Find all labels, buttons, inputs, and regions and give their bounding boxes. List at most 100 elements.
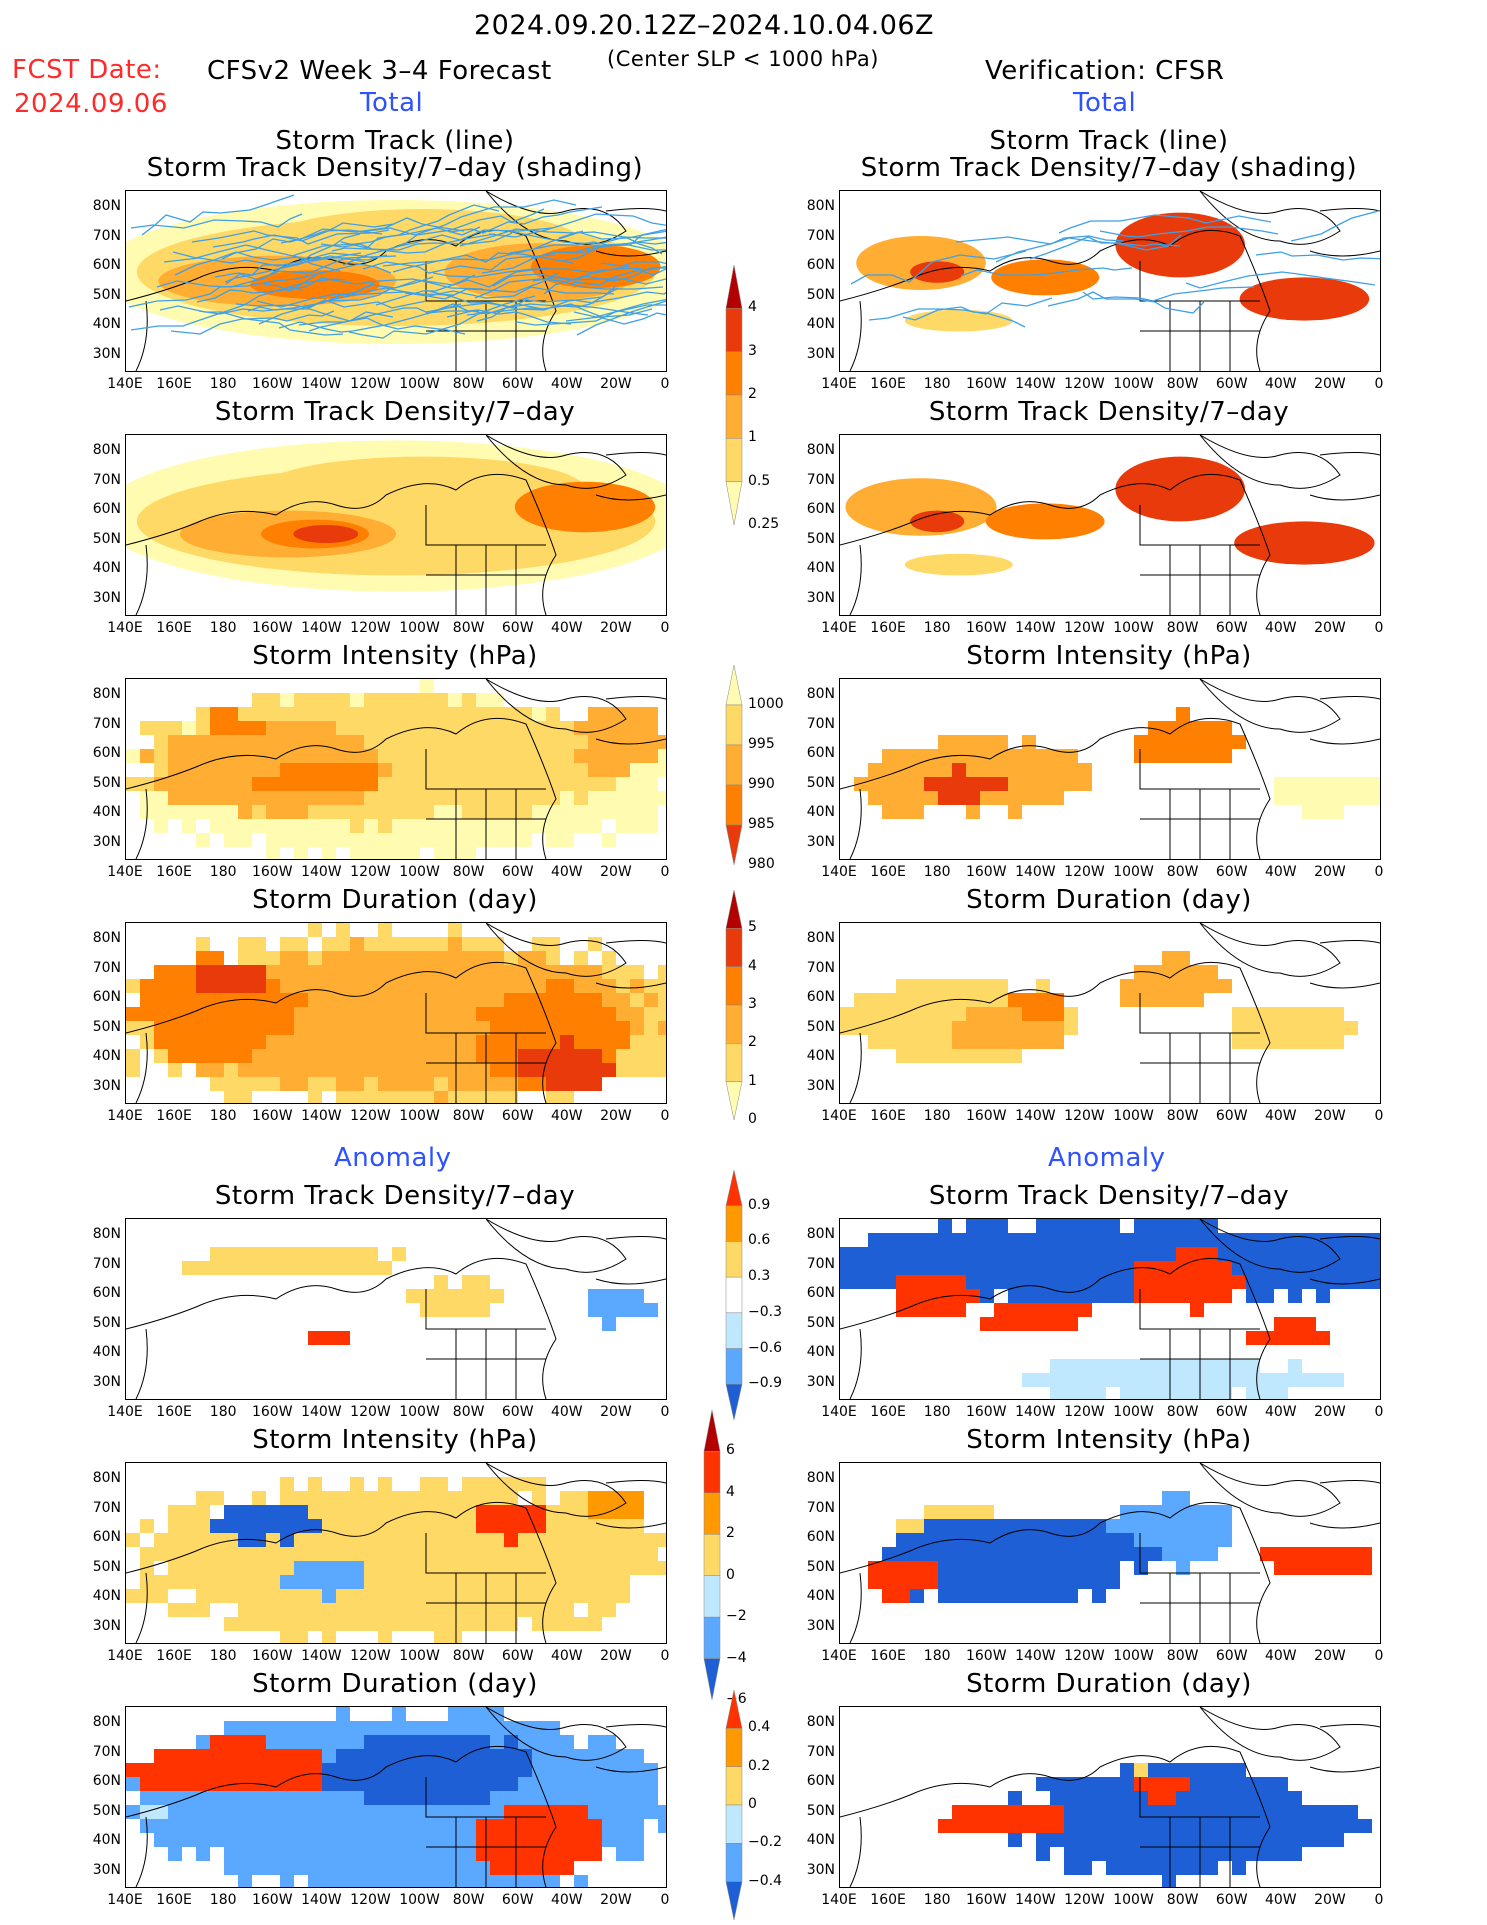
grid-cell <box>1274 1847 1288 1861</box>
grid-cell <box>182 1519 196 1533</box>
grid-cell <box>1036 1547 1050 1561</box>
grid-cell <box>1162 735 1176 749</box>
grid-cell <box>588 721 602 735</box>
grid-cell <box>504 1847 518 1861</box>
lat-tick-label: 40N <box>92 1588 121 1604</box>
grid-cell <box>882 791 896 805</box>
coast-line <box>425 1533 546 1574</box>
grid-cell <box>336 1561 350 1575</box>
storm-track <box>560 236 666 262</box>
grid-cell <box>266 763 280 777</box>
grid-cell <box>434 763 448 777</box>
grid-cell <box>532 1077 546 1091</box>
coast-line <box>126 473 557 615</box>
grid-cell <box>1190 1303 1204 1317</box>
coast-line <box>840 717 1271 859</box>
coast-line <box>485 1219 627 1273</box>
grid-cell <box>1134 1819 1148 1833</box>
grid-cell <box>266 1007 280 1021</box>
lon-tick-label: 80W <box>1166 620 1199 636</box>
grid-cell <box>938 1819 952 1833</box>
grid-cell <box>952 777 966 791</box>
grid-cell <box>560 1805 574 1819</box>
grid-cell <box>1134 1847 1148 1861</box>
grid-cell <box>224 777 238 791</box>
grid-cell <box>462 1289 476 1303</box>
grid-cell <box>1176 1833 1190 1847</box>
grid-cell <box>1050 1547 1064 1561</box>
grid-cell <box>168 1603 182 1617</box>
grid-cell <box>1064 1575 1078 1589</box>
grid-cell <box>378 1035 392 1049</box>
grid-cell <box>476 993 490 1007</box>
grid-cell <box>1218 1387 1232 1399</box>
lon-tick-label: 60W <box>501 1892 534 1908</box>
lon-tick-label: 180 <box>923 376 951 392</box>
colorbar-tick-label: 985 <box>748 816 775 832</box>
grid-cell <box>504 805 518 819</box>
grid-cell <box>462 1617 476 1631</box>
grid-cell <box>182 749 196 763</box>
grid-cell <box>224 1561 238 1575</box>
grid-cell <box>210 763 224 777</box>
grid-cell <box>546 993 560 1007</box>
grid-cell <box>252 763 266 777</box>
grid-cell <box>1050 1561 1064 1575</box>
grid-cell <box>336 819 350 833</box>
grid-cell <box>238 1777 252 1791</box>
grid-cell <box>560 805 574 819</box>
grid-cell <box>966 1575 980 1589</box>
grid-cell <box>238 1875 252 1887</box>
grid-cell <box>1204 1275 1218 1289</box>
grid-cell <box>560 979 574 993</box>
panel-title-track-shading: Storm Track Density/7–day (shading) <box>146 153 644 183</box>
grid-cell <box>658 1063 666 1077</box>
grid-cell <box>280 1603 294 1617</box>
grid-cell <box>1232 1275 1246 1289</box>
grid-cell <box>462 1063 476 1077</box>
grid-cell <box>1036 1777 1050 1791</box>
grid-cell <box>644 721 658 735</box>
grid-cell <box>1218 1777 1232 1791</box>
grid-cell <box>350 1735 364 1749</box>
grid-cell <box>196 805 210 819</box>
grid-cell <box>490 721 504 735</box>
storm-track <box>509 241 663 255</box>
grid-cell <box>154 763 168 777</box>
grid-cell <box>574 1077 588 1091</box>
grid-cell <box>896 1247 910 1261</box>
grid-cell <box>1302 1007 1316 1021</box>
grid-cell <box>392 791 406 805</box>
grid-cell <box>238 1735 252 1749</box>
storm-track <box>1255 251 1380 261</box>
grid-cell <box>882 1021 896 1035</box>
grid-cell <box>602 1819 616 1833</box>
grid-cell <box>1218 1847 1232 1861</box>
grid-cell <box>602 1547 616 1561</box>
grid-cell <box>238 1533 252 1547</box>
lon-tick-label: 0 <box>660 376 670 392</box>
lon-tick-label: 100W <box>1113 376 1154 392</box>
grid-cell <box>210 1547 224 1561</box>
panel-title-track-shading: Storm Track Density/7–day (shading) <box>860 153 1358 183</box>
grid-cell <box>182 721 196 735</box>
grid-cell <box>392 1861 406 1875</box>
lat-tick-label: 30N <box>92 1861 121 1878</box>
grid-cell <box>1190 1533 1204 1547</box>
grid-cell <box>168 1763 182 1777</box>
colorbar-swatch <box>725 481 743 526</box>
grid-cell <box>616 1763 630 1777</box>
grid-cell <box>210 791 224 805</box>
grid-cell <box>1162 1233 1176 1247</box>
grid-cell <box>294 1519 308 1533</box>
grid-cell <box>168 1777 182 1791</box>
grid-cell <box>322 1721 336 1735</box>
grid-cell <box>392 1063 406 1077</box>
grid-cell <box>1190 1261 1204 1275</box>
grid-cell <box>350 749 364 763</box>
grid-cell <box>1246 1359 1260 1373</box>
grid-cell <box>322 805 336 819</box>
grid-cell <box>224 791 238 805</box>
grid-cell <box>420 819 434 833</box>
panel-title: Storm Duration (day) <box>966 1669 1252 1699</box>
